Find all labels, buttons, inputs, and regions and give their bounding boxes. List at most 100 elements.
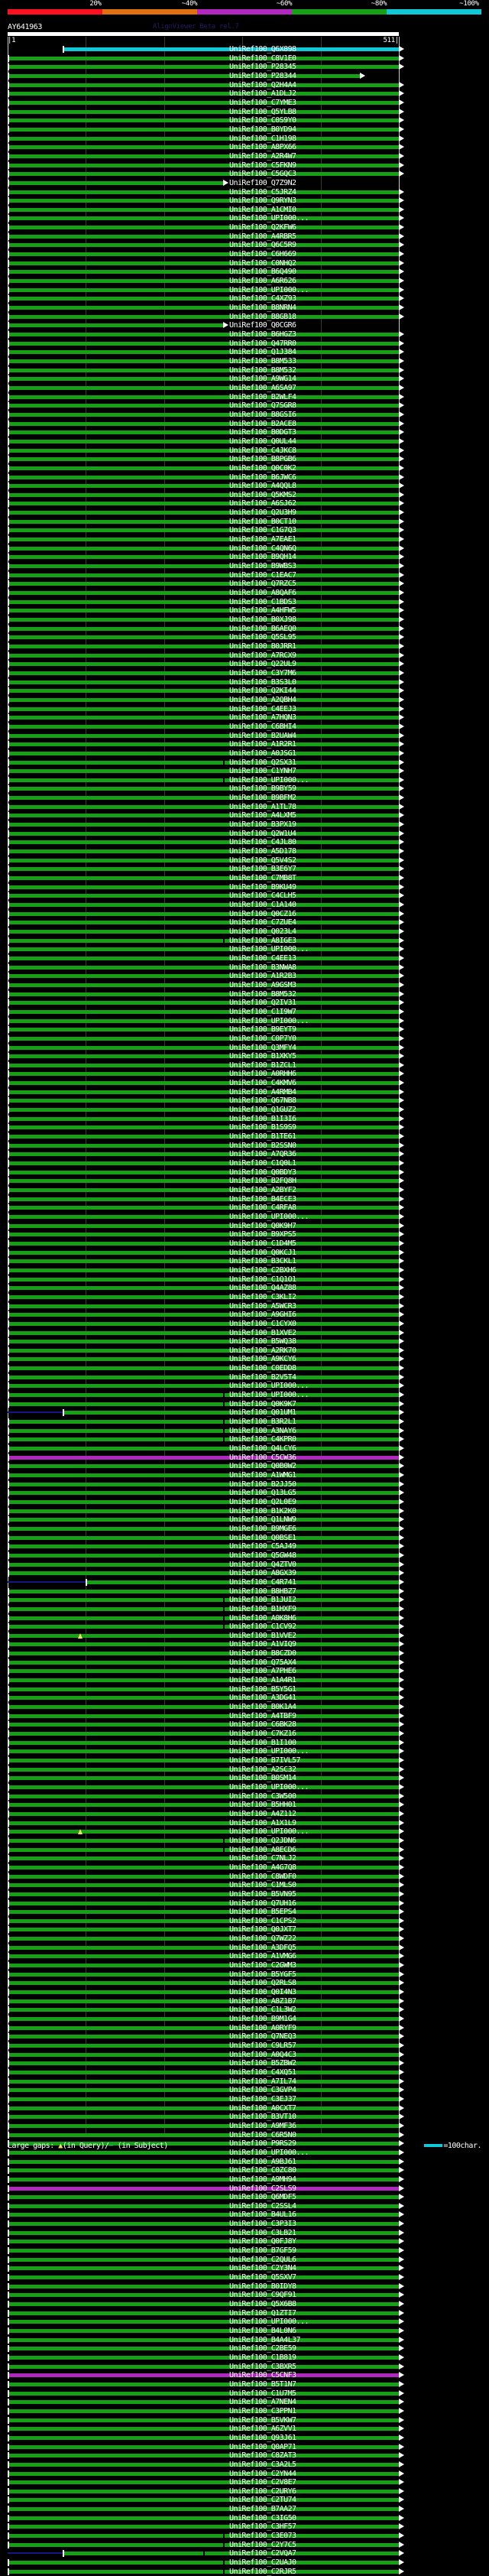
- hsp-bar[interactable]: [8, 1918, 399, 1923]
- hsp-bar[interactable]: [8, 1116, 399, 1121]
- hit-id-label[interactable]: UniRef100_A3NAY6: [229, 1426, 296, 1435]
- hsp-bar[interactable]: [8, 136, 399, 141]
- hsp-bar[interactable]: [8, 716, 399, 720]
- hsp-bar[interactable]: [8, 2159, 399, 2164]
- hsp-bar[interactable]: [8, 626, 399, 631]
- hsp-bar[interactable]: [8, 2329, 399, 2333]
- hit-row[interactable]: UniRef100_C1G7Q3: [0, 526, 489, 535]
- hsp-bar[interactable]: [8, 858, 399, 862]
- hsp-bar[interactable]: [8, 65, 399, 70]
- hit-id-label[interactable]: UniRef100_Q0B0W2: [229, 1462, 296, 1471]
- hit-id-label[interactable]: UniRef100_C1H198: [229, 134, 296, 143]
- hit-id-label[interactable]: UniRef100_C2SLS9: [229, 2184, 296, 2193]
- hsp-bar[interactable]: [8, 1188, 399, 1192]
- hit-id-label[interactable]: UniRef100_B2ACE8: [229, 419, 296, 428]
- hit-row[interactable]: UniRef100_C4RFA8: [0, 1204, 489, 1213]
- hsp-bar[interactable]: [8, 145, 399, 150]
- hsp-bar[interactable]: [8, 1009, 399, 1014]
- hit-row[interactable]: UniRef100_C4XQ51: [0, 2068, 489, 2077]
- hit-id-label[interactable]: UniRef100_B2SSN0: [229, 1141, 296, 1150]
- hit-row[interactable]: UniRef100_C0ZC80: [0, 2166, 489, 2175]
- hsp-bar[interactable]: [8, 2293, 399, 2298]
- hsp-bar[interactable]: [8, 439, 399, 443]
- hsp-bar[interactable]: [8, 226, 399, 230]
- hit-row[interactable]: UniRef100_C3W500: [0, 1792, 489, 1801]
- hsp-bar[interactable]: [8, 2266, 399, 2271]
- hsp-bar[interactable]: [8, 2240, 399, 2244]
- hit-row[interactable]: UniRef100_C4KMV6: [0, 1079, 489, 1088]
- hit-id-label[interactable]: UniRef100_Q2RLS8: [229, 1979, 296, 1988]
- hit-row[interactable]: UniRef100_B7IVL57: [0, 1756, 489, 1766]
- hsp-bar[interactable]: [8, 2115, 399, 2120]
- hit-row[interactable]: UniRef100_UPI000...: [0, 945, 489, 954]
- hit-row[interactable]: UniRef100_C7ZUE4: [0, 918, 489, 927]
- hit-id-label[interactable]: UniRef100_B8GB18: [229, 312, 296, 321]
- hit-row[interactable]: UniRef100_B8HBZ7: [0, 1587, 489, 1597]
- hsp-bar[interactable]: [8, 1455, 399, 1460]
- hit-id-label[interactable]: UniRef100_A2SC32: [229, 1765, 296, 1774]
- hit-id-label[interactable]: UniRef100_B5VN95: [229, 1889, 296, 1899]
- hsp-bar[interactable]: [8, 2097, 399, 2101]
- hsp-bar[interactable]: [8, 1045, 399, 1050]
- hsp-bar[interactable]: [8, 1696, 399, 1701]
- hsp-bar[interactable]: [8, 252, 399, 257]
- hit-id-label[interactable]: UniRef100_A9GSM3: [229, 980, 296, 989]
- hsp-bar[interactable]: [8, 1535, 399, 1540]
- hit-row[interactable]: UniRef100_C4EEJ3: [0, 705, 489, 714]
- hsp-bar[interactable]: [8, 234, 399, 239]
- hit-row[interactable]: UniRef100_C0S9Y0: [0, 116, 489, 125]
- hit-id-label[interactable]: UniRef100_A9WG14: [229, 375, 296, 384]
- hsp-bar[interactable]: [8, 1553, 399, 1558]
- hsp-bar[interactable]: [8, 751, 399, 755]
- hit-id-label[interactable]: UniRef100_B9XPS5: [229, 1230, 296, 1239]
- hit-id-label[interactable]: UniRef100_A0RYF9: [229, 2023, 296, 2032]
- hsp-bar[interactable]: [8, 947, 399, 952]
- hit-id-label[interactable]: UniRef100_C6H669: [229, 250, 296, 259]
- hit-row[interactable]: UniRef100_UPI000...: [0, 776, 489, 785]
- hit-id-label[interactable]: UniRef100_C4XZ93: [229, 294, 296, 304]
- hit-row[interactable]: UniRef100_Q5KMS2: [0, 491, 489, 500]
- hit-id-label[interactable]: UniRef100_B4A4L37: [229, 2335, 301, 2344]
- hit-id-label[interactable]: UniRef100_A5WCR3: [229, 1301, 296, 1311]
- hit-row[interactable]: UniRef100_Q2JDN6: [0, 1837, 489, 1846]
- hsp-bar[interactable]: [8, 778, 399, 782]
- hit-id-label[interactable]: UniRef100_C5AJ49: [229, 1542, 296, 1551]
- hsp-bar[interactable]: [8, 1214, 399, 1219]
- hsp-bar[interactable]: [8, 1687, 399, 1691]
- hit-row[interactable]: UniRef100_Q6C5R9: [0, 241, 489, 250]
- hit-row[interactable]: UniRef100_B0DGT3: [0, 428, 489, 437]
- hit-id-label[interactable]: UniRef100_C3HF57: [229, 2522, 296, 2532]
- hit-row[interactable]: UniRef100_B0YD94: [0, 125, 489, 135]
- hit-row[interactable]: UniRef100_Q023L4: [0, 927, 489, 937]
- hit-row[interactable]: UniRef100_B1HXF9: [0, 1605, 489, 1614]
- hit-row[interactable]: UniRef100_B3NWA8: [0, 963, 489, 973]
- hit-row[interactable]: UniRef100_C4JKC8: [0, 447, 489, 456]
- hsp-bar[interactable]: [8, 92, 399, 96]
- hsp-bar[interactable]: [8, 1143, 399, 1148]
- hsp-bar[interactable]: [8, 1099, 399, 1103]
- hit-id-label[interactable]: UniRef100_Q5KMS2: [229, 490, 296, 499]
- hit-row[interactable]: UniRef100_A2SC32: [0, 1766, 489, 1775]
- hit-id-label[interactable]: UniRef100_A7HQN3: [229, 713, 296, 723]
- hit-row[interactable]: UniRef100_C5JRZ4: [0, 188, 489, 197]
- hit-id-label[interactable]: UniRef100_B8M532: [229, 365, 296, 375]
- hit-row[interactable]: UniRef100_B0SM14: [0, 1774, 489, 1783]
- hit-row[interactable]: UniRef100_B5HH01: [0, 1801, 489, 1810]
- hsp-bar[interactable]: [8, 1197, 399, 1201]
- hit-row[interactable]: UniRef100_B3R2L1: [0, 1418, 489, 1427]
- hit-id-label[interactable]: UniRef100_A4RBR5: [229, 232, 296, 241]
- hsp-bar[interactable]: [8, 2017, 399, 2022]
- hit-id-label[interactable]: UniRef100_C5JRZ4: [229, 187, 296, 197]
- hit-id-label[interactable]: UniRef100_A8Z1B7: [229, 1996, 296, 2006]
- hsp-bar[interactable]: [8, 2025, 399, 2030]
- hit-id-label[interactable]: UniRef100_C8V1E0: [229, 54, 296, 63]
- hit-id-label[interactable]: UniRef100_B3CKL1: [229, 1257, 296, 1266]
- hsp-bar[interactable]: [8, 368, 399, 372]
- hit-row[interactable]: UniRef100_C4JL80: [0, 838, 489, 847]
- hsp-bar[interactable]: [8, 2008, 399, 2012]
- hit-id-label[interactable]: UniRef100_Q47RR0: [229, 339, 296, 348]
- hit-id-label[interactable]: UniRef100_B5T1N7: [229, 2379, 296, 2389]
- hit-id-label[interactable]: UniRef100_Q0C0K2: [229, 463, 296, 473]
- hit-row[interactable]: UniRef100_C3PPN1: [0, 2407, 489, 2416]
- hit-row[interactable]: UniRef100_Q0B0W2: [0, 1462, 489, 1471]
